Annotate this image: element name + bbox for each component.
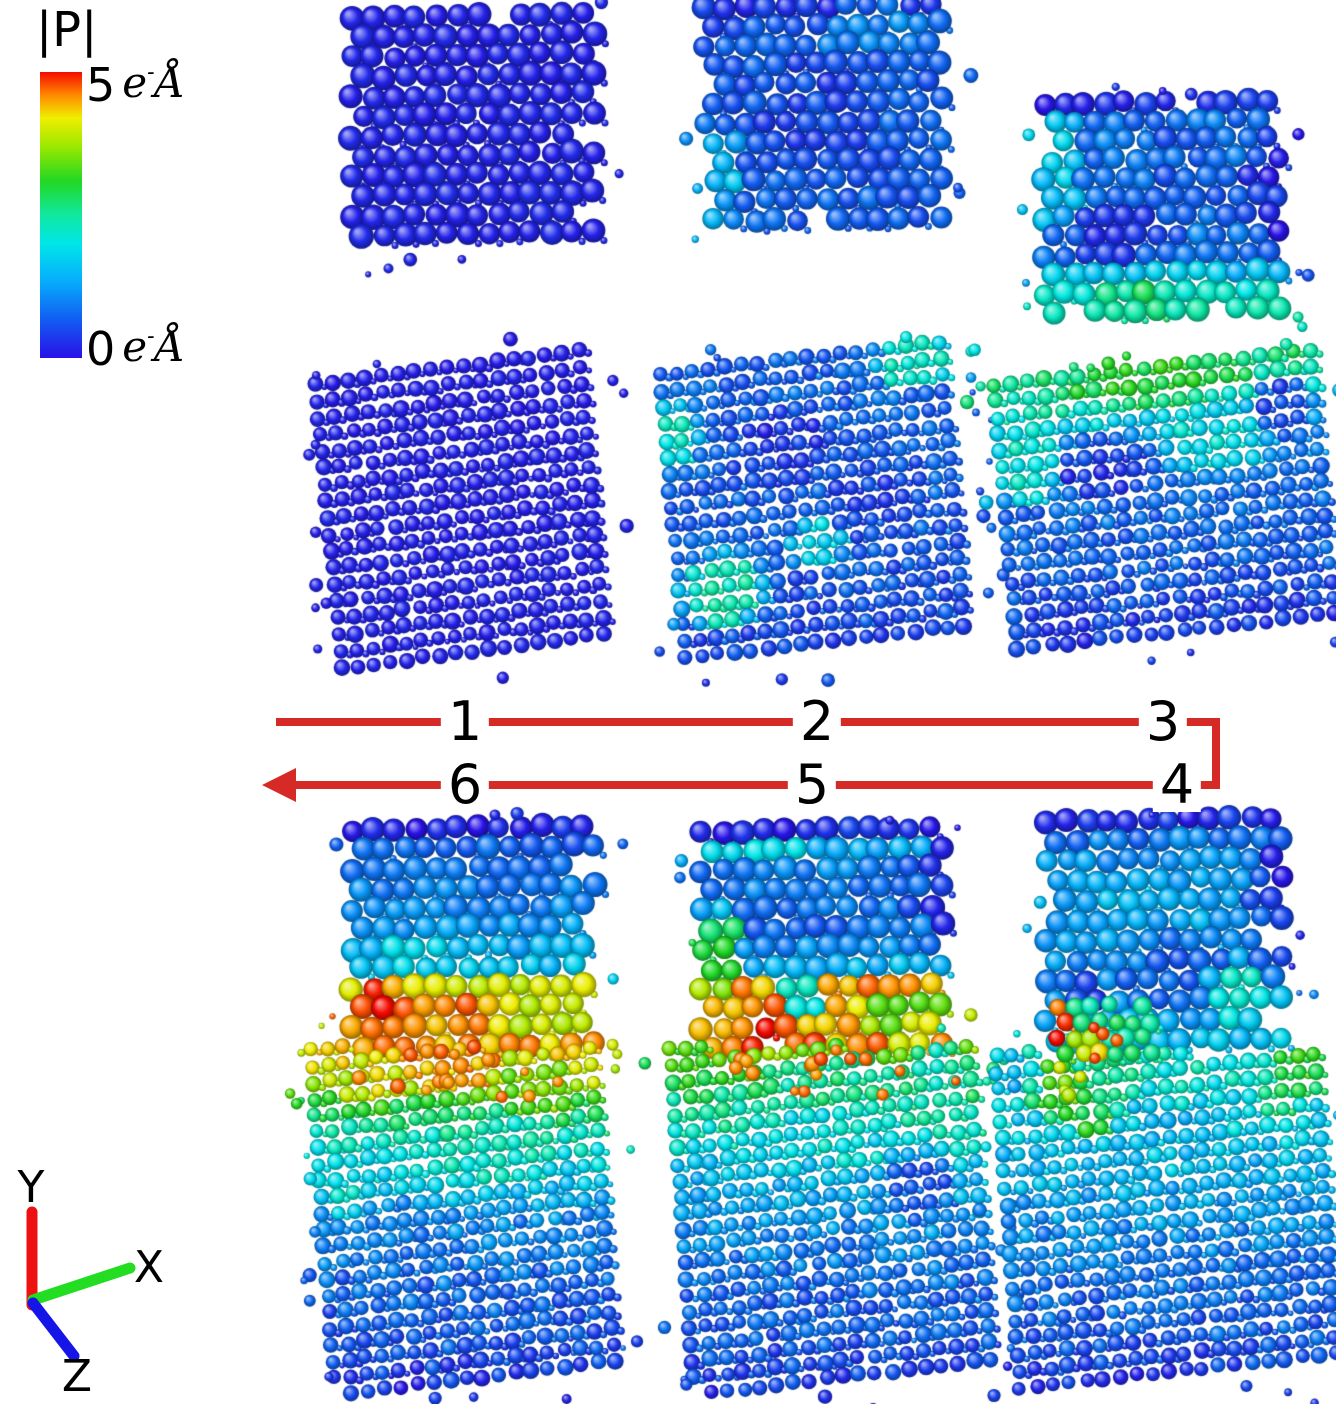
step-number-2: 2 [792,695,842,749]
step-number-3: 3 [1138,695,1188,749]
colorbar-max-label: 5 e-Å [86,58,185,112]
axis-z-label: Z [61,1351,93,1402]
colorbar-min-unit: e-Å [122,322,185,371]
colorbar-title: |P| [36,2,98,58]
axis-x-label: X [133,1242,165,1293]
colorbar-gradient [40,72,82,358]
axis-y-label: Y [17,1162,45,1213]
step-number-6: 6 [440,758,490,812]
colorbar-min-value: 0 [86,322,116,376]
step-number-1: 1 [440,695,490,749]
step-number-4: 4 [1152,758,1202,812]
colorbar-min-label: 0 e-Å [86,322,185,376]
step-number-5: 5 [787,758,837,812]
colorbar-max-value: 5 [86,58,116,112]
colorbar-max-unit: e-Å [122,58,185,107]
